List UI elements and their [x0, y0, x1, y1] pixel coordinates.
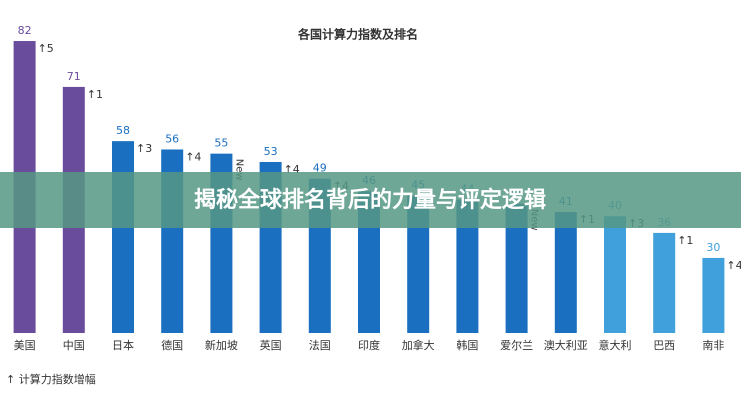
x-tick-label: 新加坡 — [205, 338, 238, 352]
bar — [653, 232, 676, 333]
x-tick-label: 日本 — [112, 338, 134, 352]
bar — [554, 212, 577, 333]
x-tick-label: 印度 — [358, 338, 380, 352]
bar — [407, 195, 430, 333]
x-tick-label: 南非 — [702, 339, 724, 352]
change-label: New — [233, 159, 244, 181]
bar — [505, 203, 528, 333]
change-label: ↑1 — [87, 88, 103, 101]
x-tick-label: 巴西 — [653, 339, 675, 352]
x-tick-label: 中国 — [63, 339, 85, 352]
bar — [456, 199, 479, 333]
value-label: 30 — [706, 241, 720, 254]
bar — [702, 257, 725, 333]
footnote: ↑ 计算力指数增幅 — [6, 372, 96, 386]
value-label: 53 — [264, 145, 278, 158]
value-label: 49 — [313, 162, 327, 175]
value-label: 82 — [18, 24, 32, 37]
value-label: 71 — [67, 70, 81, 83]
x-tick-label: 加拿大 — [402, 338, 435, 352]
x-tick-label: 意大利 — [599, 338, 632, 352]
banner — [0, 172, 741, 228]
chart-title: 各国计算力指数及排名 — [297, 27, 418, 42]
value-label: 56 — [165, 132, 179, 145]
x-tick-label: 英国 — [260, 338, 282, 352]
x-tick-label: 澳大利亚 — [544, 338, 588, 352]
change-label: ↑4 — [726, 259, 741, 272]
x-tick-label: 法国 — [309, 338, 331, 352]
change-label: ↑4 — [185, 150, 201, 163]
bar — [112, 141, 134, 333]
change-label: ↑5 — [38, 42, 54, 55]
bar — [604, 216, 626, 333]
value-label: 58 — [116, 124, 130, 137]
x-tick-label: 韩国 — [456, 338, 478, 352]
x-tick-label: 爱尔兰 — [500, 339, 533, 352]
value-label: 55 — [214, 137, 228, 150]
x-tick-label: 德国 — [161, 338, 183, 352]
change-label: ↑1 — [677, 234, 693, 247]
change-label: ↑3 — [136, 142, 152, 155]
banner-text: 揭秘全球排名背后的力量与评定逻辑 — [194, 187, 546, 213]
x-tick-label: 美国 — [14, 339, 36, 352]
